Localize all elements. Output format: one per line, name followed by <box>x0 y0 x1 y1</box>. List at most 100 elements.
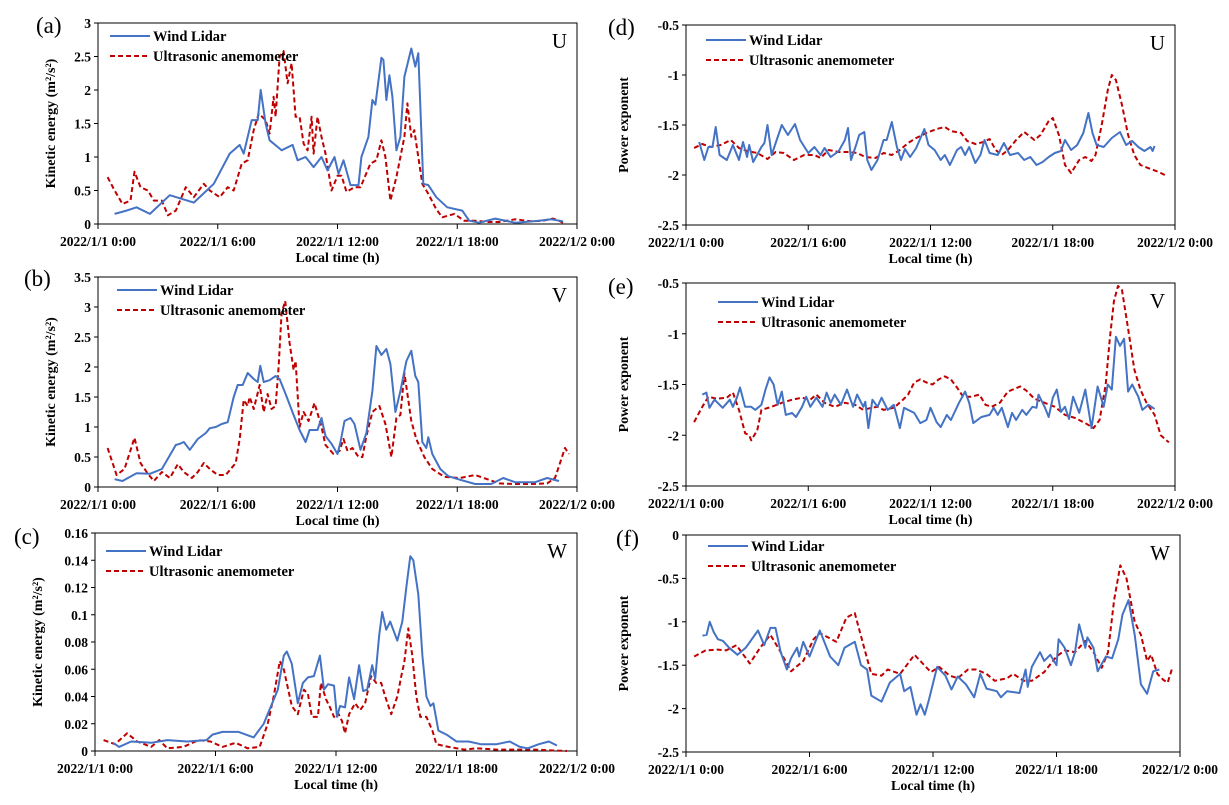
y-tick-label: -1.5 <box>658 378 680 393</box>
panel-c: 2022/1/1 0:00 2022/1/1 6:00 2022/1/1 12:00… <box>14 524 615 793</box>
y-tick-label: 3 <box>84 16 91 31</box>
panel-d: 2022/1/1 0:00 2022/1/1 6:00 2022/1/1 12:00… <box>608 15 1213 267</box>
x-tick-label: 2022/1/2 0:00 <box>1137 235 1213 250</box>
panel-b: 2022/1/1 0:00 2022/1/1 6:00 2022/1/1 12:00… <box>24 266 615 529</box>
y-tick-label: -2 <box>668 702 679 717</box>
y-axis-label: Kinetic energy (m²/s²) <box>31 577 46 707</box>
y-tick-label: 0.14 <box>64 553 88 568</box>
x-tick-label: 2022/1/1 6:00 <box>771 762 847 777</box>
legend-label-ultrasonic: Ultrasonic anemometer <box>149 564 295 580</box>
y-tick-label: -0.5 <box>658 571 680 586</box>
series-ultrasonic-anemometer <box>106 50 564 224</box>
series-wind-lidar <box>114 345 560 485</box>
x-tick-label: 2022/1/1 0:00 <box>60 497 136 512</box>
series-wind-lidar-line <box>698 112 1156 171</box>
series-wind-lidar <box>701 335 1156 430</box>
x-tick-label: 2022/1/2 0:00 <box>539 761 615 776</box>
x-tick-label: 2022/1/1 18:00 <box>416 234 499 249</box>
series-wind-lidar-line <box>701 335 1156 430</box>
legend: Wind Lidar Ultrasonic anemometer <box>708 539 897 575</box>
series-ultrasonic-anemometer-line <box>693 285 1170 444</box>
x-tick-label: 2022/1/1 12:00 <box>296 497 379 512</box>
y-tick-label: -1 <box>668 615 679 630</box>
x-tick-label: 2022/1/1 12:00 <box>296 234 379 249</box>
legend: Wind Lidar Ultrasonic anemometer <box>106 544 295 580</box>
series-ultrasonic-anemometer <box>106 300 570 485</box>
x-tick-label: 2022/1/1 18:00 <box>416 497 499 512</box>
x-tick-label: 2022/1/1 18:00 <box>1011 235 1094 250</box>
y-tick-label: 0 <box>84 480 91 495</box>
y-tick-label: 1 <box>84 150 91 165</box>
y-tick-label: 0.06 <box>64 662 88 677</box>
x-axis-label: Local time (h) <box>889 513 973 528</box>
x-tick-label: 2022/1/1 18:00 <box>415 761 498 776</box>
series-ultrasonic-anemometer <box>693 285 1170 444</box>
series-ultrasonic-anemometer-line <box>693 564 1173 684</box>
y-tick-label: 0.16 <box>64 526 88 541</box>
series-wind-lidar <box>112 555 558 750</box>
y-tick-label: -1 <box>668 327 679 342</box>
component-label: W <box>1150 541 1170 565</box>
y-tick-label: 2 <box>84 360 91 375</box>
legend: Wind Lidar Ultrasonic anemometer <box>110 29 299 65</box>
legend-label-wind-lidar: Wind Lidar <box>160 283 234 299</box>
y-tick-label: -2.5 <box>658 479 680 494</box>
series-wind-lidar <box>702 599 1160 716</box>
panel-letter: (d) <box>608 15 635 40</box>
series-ultrasonic-anemometer-line <box>693 74 1166 176</box>
y-tick-label: -0.5 <box>658 276 680 291</box>
component-label: W <box>547 539 567 563</box>
y-axis-label: Kinetic energy (m²/s²) <box>44 58 59 188</box>
component-label: U <box>552 29 567 53</box>
panel-letter: (e) <box>608 274 634 299</box>
x-axis-label: Local time (h) <box>294 778 378 793</box>
x-tick-label: 2022/1/1 0:00 <box>57 761 133 776</box>
y-tick-label: 0.04 <box>64 690 88 705</box>
legend-label-ultrasonic: Ultrasonic anemometer <box>761 315 907 331</box>
legend-label-ultrasonic: Ultrasonic anemometer <box>160 303 306 319</box>
y-axis-label: Kinetic energy (m²/s²) <box>44 317 59 447</box>
series-wind-lidar <box>114 47 564 224</box>
y-tick-label: 3 <box>84 300 91 315</box>
y-tick-label: 1.5 <box>74 390 91 405</box>
y-tick-label: 1 <box>84 420 91 435</box>
y-tick-label: 0 <box>672 528 679 543</box>
x-tick-label: 2022/1/1 18:00 <box>1011 496 1094 511</box>
panel-e: 2022/1/1 0:00 2022/1/1 6:00 2022/1/1 12:00… <box>608 274 1213 528</box>
legend: Wind Lidar Ultrasonic anemometer <box>117 283 306 319</box>
x-tick-label: 2022/1/1 0:00 <box>648 235 724 250</box>
series-wind-lidar-line <box>114 47 564 224</box>
panel-letter: (b) <box>24 266 51 291</box>
x-tick-label: 2022/1/1 6:00 <box>177 761 253 776</box>
series-wind-lidar-line <box>112 555 558 750</box>
legend: Wind Lidar Ultrasonic anemometer <box>718 295 907 331</box>
panel-letter: (a) <box>36 13 62 38</box>
y-tick-label: -1 <box>668 68 679 83</box>
y-tick-label: 0.5 <box>74 450 91 465</box>
y-tick-label: -0.5 <box>658 18 680 33</box>
y-tick-label: 0 <box>81 744 88 759</box>
x-tick-label: 2022/1/1 12:00 <box>892 762 975 777</box>
y-tick-label: 2 <box>84 83 91 98</box>
legend-label-ultrasonic: Ultrasonic anemometer <box>749 53 895 69</box>
x-tick-label: 2022/1/2 0:00 <box>1142 762 1218 777</box>
y-tick-label: 0.02 <box>64 717 88 732</box>
panel-a: 2022/1/1 0:00 2022/1/1 6:00 2022/1/1 12:00… <box>36 13 615 266</box>
x-axis-label: Local time (h) <box>891 779 975 794</box>
y-tick-label: -2.5 <box>658 745 680 760</box>
panel-letter: (c) <box>14 524 40 549</box>
component-label: V <box>552 283 567 307</box>
x-axis-label: Local time (h) <box>296 514 380 529</box>
x-tick-label: 2022/1/1 0:00 <box>648 762 724 777</box>
y-tick-label: -1.5 <box>658 118 680 133</box>
y-tick-label: -1.5 <box>658 658 680 673</box>
component-label: U <box>1150 31 1165 55</box>
y-axis-label: Power exponent <box>617 336 632 432</box>
x-tick-label: 2022/1/2 0:00 <box>539 234 615 249</box>
legend-label-wind-lidar: Wind Lidar <box>149 544 223 560</box>
x-tick-label: 2022/1/1 12:00 <box>889 496 972 511</box>
y-tick-label: 0.08 <box>64 635 88 650</box>
legend-label-wind-lidar: Wind Lidar <box>749 33 823 49</box>
y-tick-label: -2.5 <box>658 218 680 233</box>
